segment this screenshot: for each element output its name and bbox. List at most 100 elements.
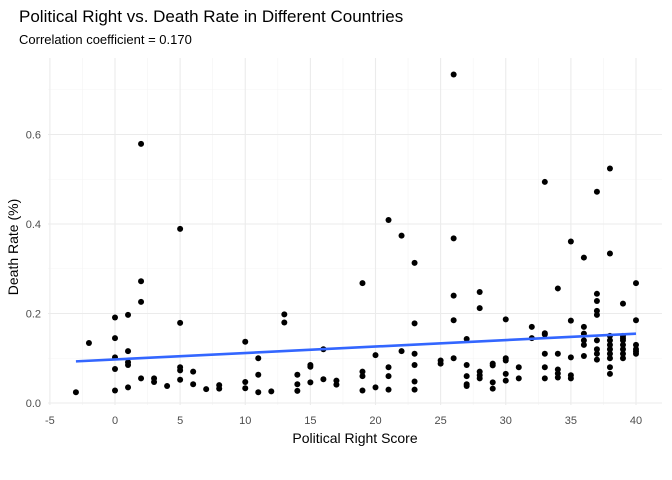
- data-point: [85, 340, 92, 347]
- data-point: [502, 370, 509, 377]
- data-point: [541, 364, 548, 371]
- data-points: [72, 71, 639, 396]
- data-point: [593, 356, 600, 363]
- data-point: [307, 379, 314, 386]
- data-point: [385, 386, 392, 393]
- y-tick-label: 0.2: [26, 309, 41, 321]
- data-point: [281, 319, 288, 326]
- data-point: [398, 348, 405, 355]
- data-point: [502, 316, 509, 323]
- trend-line: [75, 332, 637, 363]
- data-point: [294, 381, 301, 388]
- data-point: [190, 368, 197, 375]
- data-point: [633, 350, 639, 357]
- x-tick-label: -5: [45, 415, 55, 427]
- data-point: [580, 353, 587, 360]
- data-point: [489, 385, 496, 392]
- data-point: [411, 320, 418, 327]
- data-point: [112, 314, 118, 321]
- data-point: [72, 389, 79, 396]
- data-point: [411, 361, 418, 368]
- data-point: [476, 289, 483, 296]
- data-point: [151, 378, 158, 385]
- data-point: [125, 311, 132, 318]
- data-point: [593, 297, 600, 304]
- data-point: [580, 254, 587, 261]
- x-tick-label: 25: [435, 415, 447, 427]
- data-point: [633, 341, 639, 348]
- data-point: [450, 235, 457, 242]
- data-point: [633, 317, 639, 324]
- data-point: [125, 384, 132, 391]
- x-tick-label: 35: [565, 415, 577, 427]
- x-tick-label: 5: [177, 415, 183, 427]
- x-tick-label: 30: [500, 415, 512, 427]
- data-point: [593, 290, 600, 297]
- data-point: [463, 336, 470, 343]
- data-point: [177, 376, 184, 383]
- data-point: [567, 354, 574, 361]
- data-point: [567, 317, 574, 324]
- data-point: [255, 371, 262, 378]
- data-point: [112, 387, 118, 394]
- data-point: [177, 367, 184, 374]
- data-point: [385, 216, 392, 223]
- data-point: [138, 278, 145, 285]
- data-point: [606, 364, 613, 371]
- data-point: [359, 387, 366, 394]
- data-point: [463, 373, 470, 380]
- data-point: [450, 317, 457, 324]
- y-axis-label: Death Rate (%): [5, 199, 21, 295]
- data-point: [255, 389, 262, 396]
- trend-line-group: [75, 332, 637, 363]
- x-axis-ticks: -5 0 5 10 15 20 25 30 35 40: [45, 415, 642, 427]
- data-point: [580, 341, 587, 348]
- data-point: [633, 280, 639, 287]
- data-point: [541, 350, 548, 357]
- data-point: [489, 362, 496, 369]
- y-axis-ticks: 0.0 0.2 0.4 0.6: [26, 130, 41, 411]
- data-point: [619, 355, 626, 362]
- data-point: [515, 375, 522, 382]
- y-tick-label: 0.6: [26, 130, 41, 142]
- data-point: [541, 375, 548, 382]
- data-point: [593, 311, 600, 318]
- data-point: [177, 225, 184, 232]
- grid: [48, 58, 662, 405]
- data-point: [567, 238, 574, 245]
- data-point: [359, 373, 366, 380]
- data-point: [385, 373, 392, 380]
- x-tick-label: 40: [630, 415, 642, 427]
- data-point: [606, 355, 613, 362]
- data-point: [593, 346, 600, 353]
- data-point: [281, 311, 288, 318]
- data-point: [619, 337, 626, 344]
- data-point: [502, 377, 509, 384]
- data-point: [554, 374, 561, 381]
- data-point: [502, 357, 509, 364]
- data-point: [450, 355, 457, 362]
- data-point: [164, 382, 171, 389]
- data-point: [606, 165, 613, 172]
- x-tick-label: 15: [304, 415, 316, 427]
- data-point: [541, 178, 548, 185]
- chart-subtitle: Correlation coefficient = 0.170: [19, 32, 192, 47]
- data-point: [138, 140, 145, 147]
- data-point: [359, 368, 366, 375]
- data-point: [242, 385, 249, 392]
- data-point: [450, 292, 457, 299]
- data-point: [333, 381, 340, 388]
- data-point: [203, 386, 210, 393]
- data-point: [593, 350, 600, 357]
- data-point: [372, 352, 379, 359]
- data-point: [515, 364, 522, 371]
- data-point: [294, 387, 301, 394]
- data-point: [268, 388, 275, 395]
- y-tick-label: 0.0: [26, 398, 41, 410]
- data-point: [294, 371, 301, 378]
- data-point: [606, 337, 613, 344]
- data-point: [606, 346, 613, 353]
- data-point: [437, 360, 444, 367]
- data-point: [411, 386, 418, 393]
